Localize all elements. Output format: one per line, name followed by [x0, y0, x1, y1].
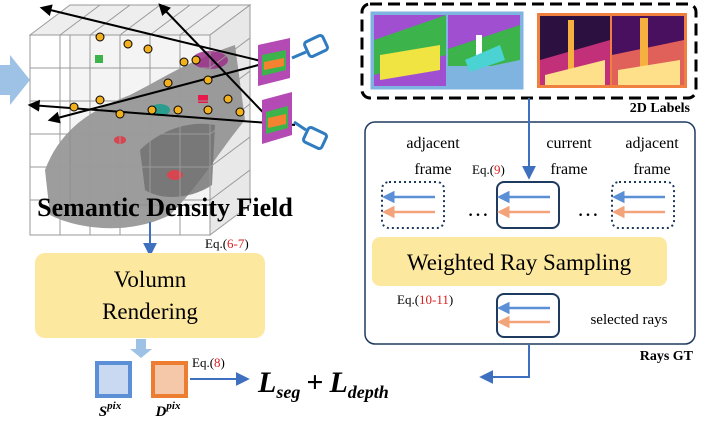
camera-icon	[293, 120, 328, 150]
arrow-rays-to-loss	[479, 345, 530, 384]
adjacent-frame-left	[381, 181, 445, 229]
eq-ref-9: Eq.(9)	[472, 162, 505, 177]
adjacent-left-label-1: adjacent	[406, 135, 460, 152]
down-arrow-icon	[130, 339, 152, 358]
loss-formula: Lseg + Ldepth	[257, 366, 389, 402]
eq-ref-10-11: Eq.(10-11)	[397, 292, 453, 307]
adjacent-left-label-2: frame	[414, 161, 451, 178]
current-label-1: current	[546, 135, 592, 152]
sample-points	[69, 32, 245, 119]
camera-icon	[291, 34, 329, 60]
ray-arrows-icon	[27, 3, 296, 131]
adjacent-frame-right	[611, 181, 675, 229]
selected-rays-label: selected rays	[590, 312, 667, 328]
weighted-ray-sampling-box	[372, 237, 667, 286]
volume-rendering-box	[35, 253, 265, 338]
semantic-density-field-title: Semantic Density Field	[37, 193, 293, 222]
volume-rendering-label-2: Rendering	[102, 299, 198, 324]
adjacent-right-label-2: frame	[633, 161, 670, 178]
current-label-2: frame	[550, 161, 587, 178]
rays-gt-caption: Rays GT	[640, 349, 694, 364]
d-pix-label: Dpix	[155, 400, 181, 420]
s-pix-label: Spix	[99, 400, 122, 420]
volume-rendering-label-1: Volumn	[114, 267, 187, 292]
ellipsis-left: …	[467, 196, 489, 221]
labels-caption: 2D Labels	[630, 101, 691, 116]
adjacent-right-label-1: adjacent	[625, 135, 679, 152]
depth-label-image	[537, 13, 687, 88]
view-thumbnail-top	[258, 38, 290, 86]
selected-rays-box	[496, 293, 560, 338]
current-frame	[496, 181, 560, 229]
view-thumbnail-bottom	[262, 92, 292, 144]
s-pix-box	[95, 361, 132, 398]
semantic-label-image	[370, 11, 524, 90]
weighted-ray-sampling-label: Weighted Ray Sampling	[407, 250, 632, 275]
ellipsis-right: …	[577, 196, 599, 221]
d-pix-box	[151, 361, 188, 398]
eq-ref-6-7: Eq.(6-7)	[205, 236, 249, 251]
eq-ref-8: Eq.(8)	[192, 355, 225, 370]
incoming-arrow-icon	[0, 55, 30, 105]
